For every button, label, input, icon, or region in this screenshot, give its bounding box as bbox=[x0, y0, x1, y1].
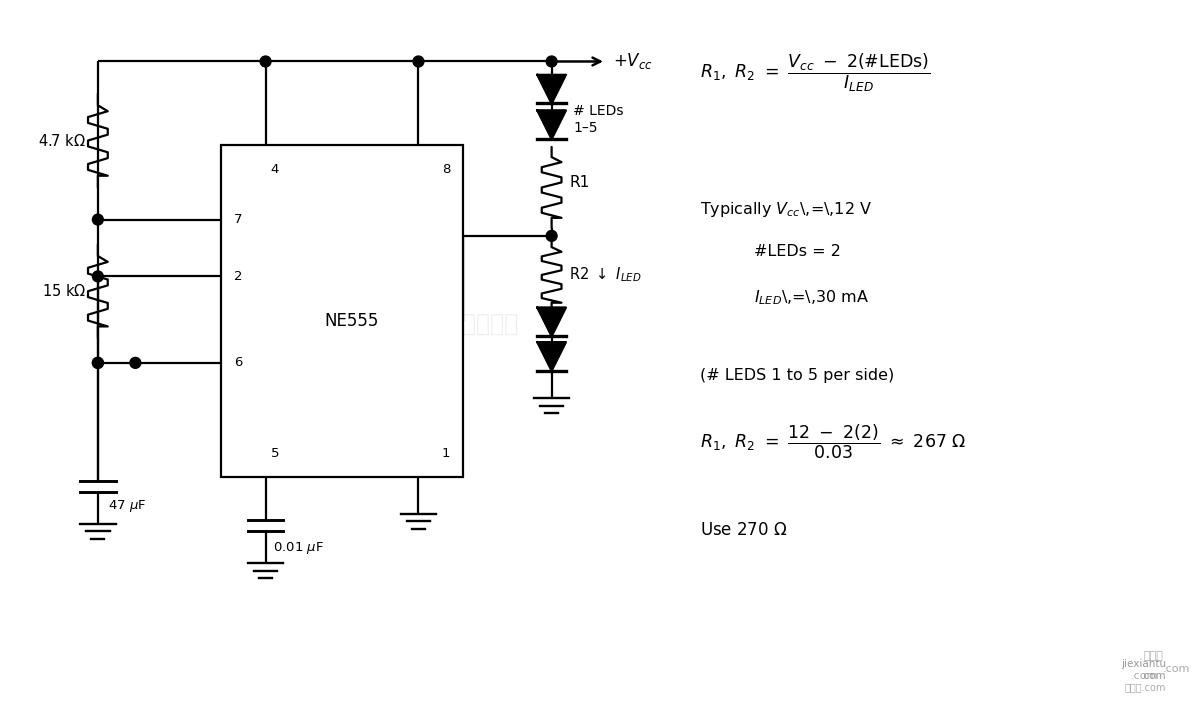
Text: 1: 1 bbox=[442, 446, 450, 460]
Polygon shape bbox=[538, 342, 566, 370]
Text: # LEDs
1–5: # LEDs 1–5 bbox=[574, 104, 624, 136]
Text: 2: 2 bbox=[234, 270, 242, 283]
Text: $+ V_{cc}$: $+ V_{cc}$ bbox=[613, 51, 653, 72]
Text: Typically $V_{cc}$\,=\,12 V: Typically $V_{cc}$\,=\,12 V bbox=[700, 200, 871, 219]
Circle shape bbox=[92, 357, 103, 368]
Text: Use 270 $\Omega$: Use 270 $\Omega$ bbox=[700, 521, 787, 539]
Text: $I_{LED}$\,=\,30 mA: $I_{LED}$\,=\,30 mA bbox=[754, 289, 869, 307]
Text: NE555: NE555 bbox=[325, 312, 379, 330]
Text: $R_1,\ R_2\ =\ \dfrac{V_{cc}\ -\ 2(\#\mathrm{LEDs})}{I_{LED}}$: $R_1,\ R_2\ =\ \dfrac{V_{cc}\ -\ 2(\#\ma… bbox=[700, 51, 930, 94]
Circle shape bbox=[413, 56, 424, 67]
Circle shape bbox=[546, 56, 557, 67]
Circle shape bbox=[260, 56, 271, 67]
Circle shape bbox=[92, 357, 103, 368]
Text: 8: 8 bbox=[442, 163, 450, 176]
Circle shape bbox=[130, 357, 140, 368]
Text: .com: .com bbox=[1163, 664, 1190, 674]
Circle shape bbox=[92, 214, 103, 225]
Text: 47 $\mu$F: 47 $\mu$F bbox=[108, 498, 146, 514]
Text: 7: 7 bbox=[234, 213, 242, 226]
Text: (# LEDS 1 to 5 per side): (# LEDS 1 to 5 per side) bbox=[700, 368, 894, 383]
Text: 4.7 k$\Omega$: 4.7 k$\Omega$ bbox=[38, 133, 86, 148]
Polygon shape bbox=[538, 307, 566, 336]
Text: 6: 6 bbox=[234, 356, 242, 369]
Text: R1: R1 bbox=[569, 175, 589, 190]
Text: 接线图.com: 接线图.com bbox=[1124, 682, 1166, 692]
Text: $R_1,\ R_2\ =\ \dfrac{12\ -\ 2(2)}{0.03}\ \approx\ 267\ \Omega$: $R_1,\ R_2\ =\ \dfrac{12\ -\ 2(2)}{0.03}… bbox=[700, 423, 966, 460]
Text: 5: 5 bbox=[270, 446, 278, 460]
Text: 接线图: 接线图 bbox=[1144, 651, 1163, 662]
Text: .com: .com bbox=[1140, 671, 1166, 681]
Text: 4: 4 bbox=[270, 163, 278, 176]
Polygon shape bbox=[538, 75, 566, 103]
Text: 0.01 $\mu$F: 0.01 $\mu$F bbox=[274, 540, 324, 555]
Circle shape bbox=[546, 231, 557, 241]
Text: jiexiantu: jiexiantu bbox=[1121, 659, 1166, 669]
Text: .com: .com bbox=[1130, 671, 1158, 681]
Text: 杭州将睨科技有限公司: 杭州将睨科技有限公司 bbox=[378, 311, 518, 335]
Polygon shape bbox=[538, 110, 566, 139]
Text: #LEDs = 2: #LEDs = 2 bbox=[754, 244, 841, 259]
Text: 15 k$\Omega$: 15 k$\Omega$ bbox=[42, 283, 86, 299]
Bar bbox=[221, 146, 463, 477]
Circle shape bbox=[92, 271, 103, 282]
Text: R2 $\downarrow$ $I_{LED}$: R2 $\downarrow$ $I_{LED}$ bbox=[569, 266, 642, 284]
